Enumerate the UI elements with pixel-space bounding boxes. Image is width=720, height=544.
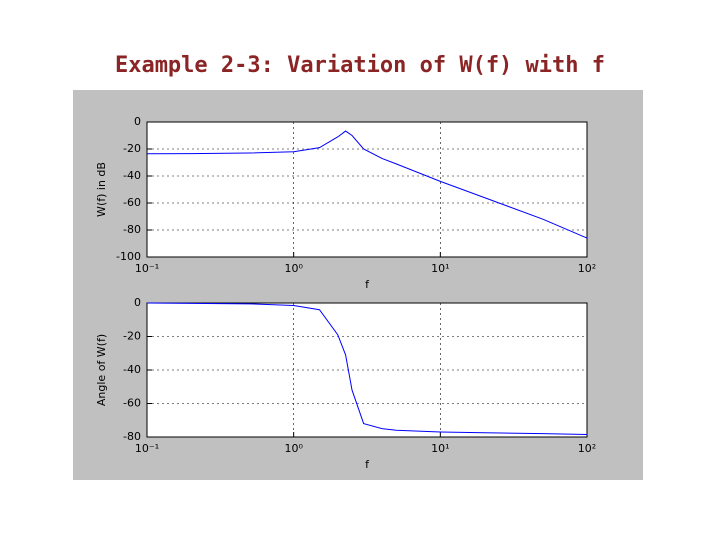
x-tick-label: 10²: [578, 442, 596, 455]
x-tick-label: 10⁻¹: [135, 262, 159, 275]
x-tick-label: 10²: [578, 262, 596, 275]
y-tick-label: -40: [123, 363, 141, 376]
y-tick-label: 0: [134, 296, 141, 309]
x-tick-label: 10¹: [431, 442, 449, 455]
y-tick-label: -20: [123, 330, 141, 343]
plot-frame: [146, 121, 588, 258]
y-axis-label: W(f) in dB: [95, 162, 108, 217]
plot-area: [147, 122, 587, 257]
data-line: [146, 302, 588, 435]
x-tick-label: 10⁻¹: [135, 442, 159, 455]
y-tick-label: -60: [123, 196, 141, 209]
y-tick-label: -100: [116, 250, 141, 263]
x-tick-label: 10¹: [431, 262, 449, 275]
x-axis-label: f: [365, 278, 370, 291]
y-tick-label: -40: [123, 169, 141, 182]
y-tick-label: -20: [123, 142, 141, 155]
slide-title: Example 2-3: Variation of W(f) with f: [115, 53, 605, 78]
x-tick-label: 10⁰: [284, 442, 303, 455]
y-tick-label: 0: [134, 115, 141, 128]
x-tick-label: 10⁰: [284, 262, 303, 275]
data-line: [146, 130, 588, 239]
x-axis-label: f: [365, 458, 370, 471]
y-axis-label: Angle of W(f): [95, 334, 108, 406]
y-tick-label: -80: [123, 223, 141, 236]
y-tick-label: -60: [123, 397, 141, 410]
plot-frame: [146, 302, 588, 438]
y-tick-label: -80: [123, 430, 141, 443]
